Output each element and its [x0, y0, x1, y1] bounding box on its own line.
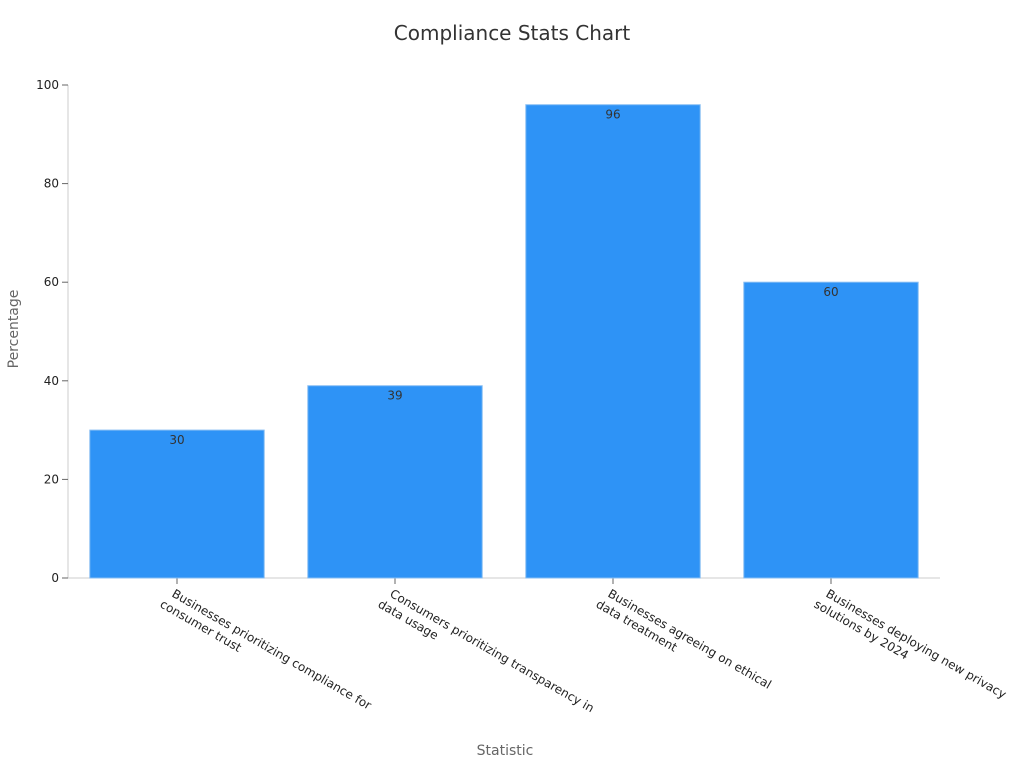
bar: [743, 281, 919, 579]
x-tick-label: Businesses deploying new privacysolution…: [812, 586, 1009, 701]
data-labels: 30 39 96 60: [169, 108, 838, 447]
y-axis: 0 20 40 60 80 100: [36, 78, 69, 585]
bars: [89, 104, 919, 579]
y-tick-label: 60: [44, 275, 59, 289]
y-tick-label: 20: [44, 472, 59, 486]
y-tick-label: 0: [51, 571, 59, 585]
bar-value-label: 96: [605, 108, 620, 122]
x-tick-label-line: Businesses deploying new privacy: [824, 586, 1009, 701]
y-axis-title: Percentage: [6, 290, 22, 369]
y-tick-label: 80: [44, 177, 59, 191]
x-tick-label-line: Businesses agreeing on ethical: [606, 586, 774, 691]
bar-value-label: 60: [823, 285, 838, 299]
x-axis: Businesses prioritizing compliance forco…: [68, 577, 1009, 715]
bar-value-label: 39: [387, 389, 402, 403]
x-tick-label-line: Businesses prioritizing compliance for: [170, 586, 374, 712]
bar-value-label: 30: [169, 433, 184, 447]
x-tick-label: Businesses prioritizing compliance forco…: [158, 586, 374, 712]
bar: [307, 385, 483, 579]
bar: [89, 429, 265, 579]
chart-title: Compliance Stats Chart: [394, 21, 631, 45]
y-tick-label: 100: [36, 78, 59, 92]
x-tick-label: Consumers prioritizing transparency inda…: [376, 586, 597, 715]
x-axis-title: Statistic: [477, 743, 534, 759]
x-tick-label-line: Consumers prioritizing transparency in: [388, 586, 597, 715]
bar: [525, 104, 701, 579]
y-tick-label: 40: [44, 374, 59, 388]
